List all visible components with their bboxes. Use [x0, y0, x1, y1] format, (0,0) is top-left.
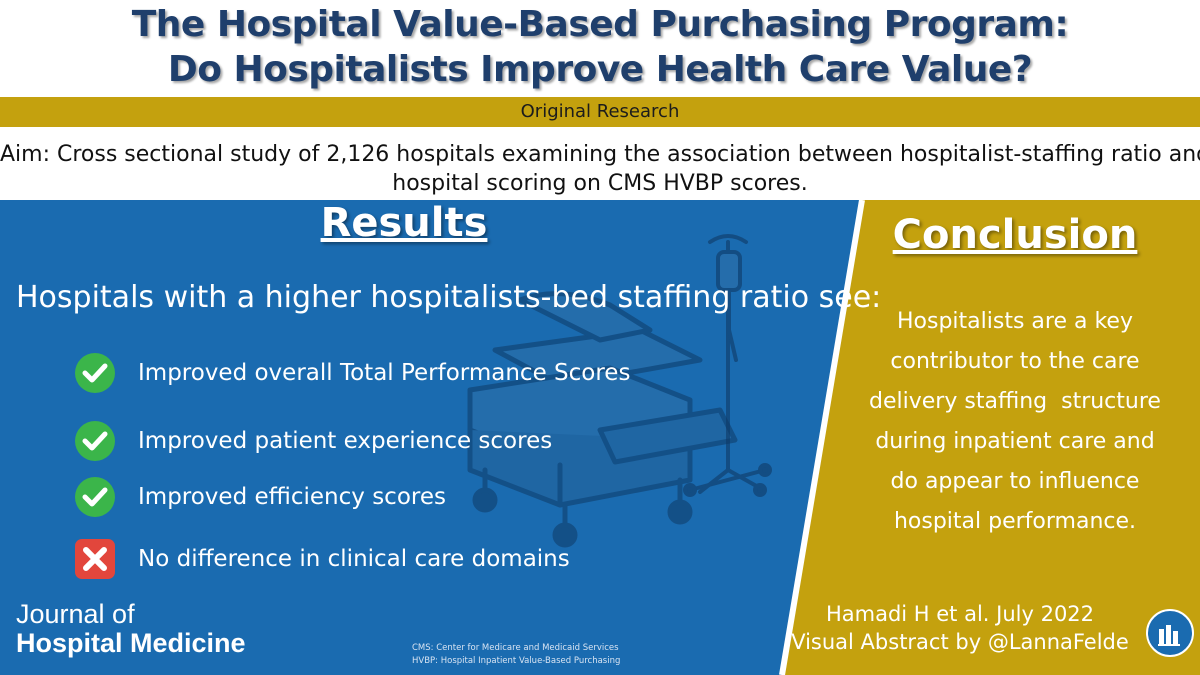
result-item-text: Improved efficiency scores	[138, 484, 446, 510]
journal-name-line-1: Journal of	[16, 599, 135, 629]
check-icon	[74, 352, 116, 394]
conclusion-line-5: do appear to influence	[890, 469, 1140, 494]
conclusion-line-6: hospital performance.	[893, 509, 1137, 534]
subtitle-band	[0, 97, 1200, 127]
results-intro: Hospitals with a higher hospitalists-bed…	[16, 280, 882, 315]
aim-line-2: hospital scoring on CMS HVBP scores.	[392, 171, 808, 196]
conclusion-heading: Conclusion	[892, 212, 1138, 258]
conclusion-line-4: during inpatient care and	[875, 429, 1155, 454]
journal-logo: Journal of Hospital Medicine	[16, 600, 246, 658]
result-item: Improved patient experience scores	[74, 418, 552, 464]
check-icon	[74, 476, 116, 518]
result-item-text: Improved overall Total Performance Score…	[138, 360, 631, 386]
journal-name-line-2: Hospital Medicine	[16, 628, 246, 658]
subtitle: Original Research	[520, 101, 680, 122]
title-line-1: The Hospital Value-Based Purchasing Prog…	[131, 4, 1069, 45]
citation-line-1: Hamadi H et al. July 2022	[825, 602, 1095, 626]
citation: Hamadi H et al. July 2022 Visual Abstrac…	[770, 600, 1150, 656]
result-item-text: Improved patient experience scores	[138, 428, 553, 454]
journal-logo-icon	[1146, 609, 1194, 657]
result-item-text: No difference in clinical care domains	[138, 546, 570, 572]
footnote-hvbp: HVBP: Hospital Inpatient Value-Based Pur…	[412, 656, 621, 666]
result-item: Improved efficiency scores	[74, 474, 446, 520]
footnote-cms: CMS: Center for Medicare and Medicaid Se…	[412, 643, 619, 653]
conclusion-panel	[782, 200, 1200, 675]
iv-stand-icon	[683, 234, 772, 497]
results-panel	[0, 200, 862, 675]
hospital-bed-icon	[467, 291, 738, 548]
conclusion-line-3: delivery staffing structure	[869, 389, 1161, 414]
aim-statement: Aim: Cross sectional study of 2,126 hosp…	[0, 140, 1200, 198]
results-heading: Results	[320, 200, 488, 246]
footnotes: CMS: Center for Medicare and Medicaid Se…	[412, 642, 620, 668]
page-title: The Hospital Value-Based Purchasing Prog…	[0, 2, 1200, 92]
conclusion-body: Hospitalists are a key contributor to th…	[845, 302, 1185, 542]
check-icon	[74, 420, 116, 462]
panel-divider	[779, 199, 865, 675]
conclusion-line-2: contributor to the care	[890, 349, 1140, 374]
conclusion-line-1: Hospitalists are a key	[897, 309, 1133, 334]
aim-line-1: Aim: Cross sectional study of 2,126 hosp…	[0, 142, 1200, 167]
result-item: No difference in clinical care domains	[74, 536, 570, 582]
x-icon	[74, 538, 116, 580]
result-item: Improved overall Total Performance Score…	[74, 350, 630, 396]
title-line-2: Do Hospitalists Improve Health Care Valu…	[167, 49, 1033, 90]
citation-line-2: Visual Abstract by @LannaFelde	[791, 630, 1129, 654]
